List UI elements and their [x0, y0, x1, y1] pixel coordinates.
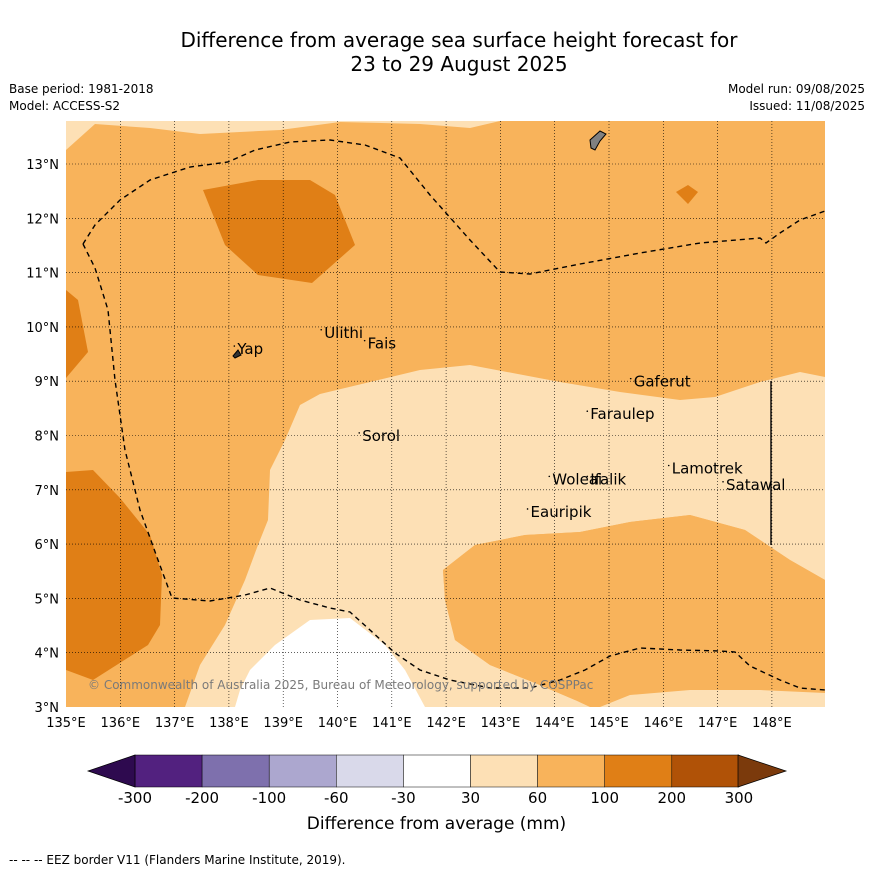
- band-30-60-north: [66, 121, 500, 150]
- lon-tick-label: 144°E: [535, 716, 575, 731]
- colorbar-tick-label: -200: [185, 789, 219, 807]
- lat-tick-label: 8°N: [35, 430, 60, 445]
- place-label-woleai: Woleai: [552, 470, 602, 488]
- sea-height-map: [66, 121, 825, 707]
- colorbar-cell: [201, 754, 270, 788]
- lon-tick-label: 139°E: [263, 716, 303, 731]
- band-100-200-north: [203, 180, 355, 283]
- place-marker: [667, 464, 670, 467]
- place-marker: [320, 328, 323, 331]
- colorbar-cell: [470, 754, 538, 788]
- place-label-sorol: Sorol: [362, 427, 400, 445]
- place-marker: [586, 410, 589, 413]
- place-label-ifalik: Ifalik: [590, 470, 626, 488]
- page-title: Difference from average sea surface heig…: [0, 28, 873, 76]
- colorbar-tick-label: -60: [324, 789, 349, 807]
- band-60-100-southeast: [443, 515, 825, 707]
- yap-landmass: [232, 349, 242, 359]
- base-period: Base period: 1981-2018: [9, 82, 154, 96]
- place-marker: [526, 508, 529, 510]
- colorbar: -300 -200 -100 -60 -30 30 60 100 200 300: [86, 754, 788, 807]
- colorbar-under-arrow: [86, 754, 136, 788]
- lat-tick-label: 12°N: [26, 212, 59, 227]
- place-label-eauripik: Eauripik: [531, 503, 592, 521]
- model-run-date: Model run: 09/08/2025: [727, 82, 865, 96]
- band-100-200-west-upper: [66, 290, 88, 378]
- eez-border-line: [82, 139, 826, 691]
- place-marker: [586, 475, 589, 478]
- place-label-ulithi: Ulithi: [324, 324, 363, 342]
- band-30-60-southeast: [600, 690, 825, 707]
- place-marker: [548, 475, 551, 478]
- lon-tick-label: 138°E: [209, 716, 249, 731]
- colorbar-tick-label: -100: [252, 789, 286, 807]
- colorbar-cell: [134, 754, 203, 788]
- place-labels: Yap Ulithi Fais Sorol Gaferut Faraulep WoleaiI…: [233, 324, 785, 521]
- place-label-yap: Yap: [236, 340, 263, 358]
- lon-tick-label: 141°E: [372, 716, 412, 731]
- colorbar-cell: [268, 754, 337, 788]
- guam-landmass: [589, 130, 607, 151]
- colorbar-over-arrow: [737, 754, 788, 788]
- place-label-faraulep: Faraulep: [590, 405, 654, 423]
- place-label-lamotrek: Lamotrek: [672, 460, 743, 478]
- lon-tick-label: 137°E: [155, 716, 195, 731]
- place-label-gaferut: Gaferut: [634, 373, 691, 391]
- place-marker: [358, 432, 361, 434]
- place-marker: [363, 339, 366, 342]
- lon-tick-label: 148°E: [752, 716, 792, 731]
- lon-tick-label: 142°E: [426, 716, 466, 731]
- colorbar-tick-label: 100: [590, 789, 619, 807]
- colorbar-tick-label: 60: [528, 789, 547, 807]
- lon-tick-label: 146°E: [644, 716, 684, 731]
- axis-ticks: 135°E 136°E 137°E 138°E 139°E 140°E 141°E 142°E…: [26, 158, 791, 731]
- colorbar-tick-label: 200: [657, 789, 686, 807]
- colorbar-cell: [403, 754, 471, 788]
- lat-tick-label: 11°N: [26, 267, 59, 282]
- copyright-note: © Commonwealth of Australia 2025, Bureau…: [88, 678, 594, 692]
- place-label-fais: Fais: [368, 335, 397, 353]
- place-marker: [629, 377, 632, 380]
- lat-tick-label: 13°N: [26, 158, 59, 173]
- colorbar-tick-label: -30: [391, 789, 416, 807]
- colorbar-cell: [336, 754, 404, 788]
- title-line-2: 23 to 29 August 2025: [350, 52, 568, 76]
- lon-tick-label: 145°E: [589, 716, 629, 731]
- colorbar-label: Difference from average (mm): [306, 814, 567, 834]
- lat-tick-label: 7°N: [35, 484, 60, 499]
- lat-tick-label: 5°N: [35, 592, 60, 607]
- lat-tick-label: 10°N: [26, 321, 59, 336]
- lon-tick-label: 147°E: [698, 716, 738, 731]
- colorbar-tick-label: 30: [461, 789, 480, 807]
- title-line-1: Difference from average sea surface heig…: [180, 28, 738, 52]
- colorbar-cell: [604, 754, 673, 788]
- lon-tick-label: 136°E: [101, 716, 141, 731]
- lat-tick-label: 9°N: [35, 375, 60, 390]
- place-label-satawal: Satawal: [726, 476, 785, 494]
- issued-date: Issued: 11/08/2025: [749, 99, 865, 113]
- eez-source-note: -- -- -- EEZ border V11 (Flanders Marine…: [9, 853, 346, 867]
- model-name: Model: ACCESS-S2: [9, 99, 121, 113]
- colorbar-tick-label: -300: [118, 789, 152, 807]
- lon-tick-label: 143°E: [481, 716, 521, 731]
- place-marker: [722, 481, 724, 483]
- lon-tick-label: 135°E: [46, 716, 86, 731]
- band-neutral-south: [235, 618, 425, 707]
- lat-tick-label: 4°N: [35, 647, 60, 662]
- lat-tick-label: 3°N: [35, 701, 60, 716]
- band-100-200-west-lower: [66, 470, 162, 680]
- place-marker: [233, 345, 236, 347]
- colorbar-tick-label: 300: [725, 789, 754, 807]
- grid-lines: [66, 121, 825, 707]
- lat-tick-label: 6°N: [35, 538, 60, 553]
- colorbar-cell: [537, 754, 605, 788]
- band-100-200-northeast: [676, 185, 698, 204]
- colorbar-cell: [671, 754, 740, 788]
- lon-tick-label: 140°E: [318, 716, 358, 731]
